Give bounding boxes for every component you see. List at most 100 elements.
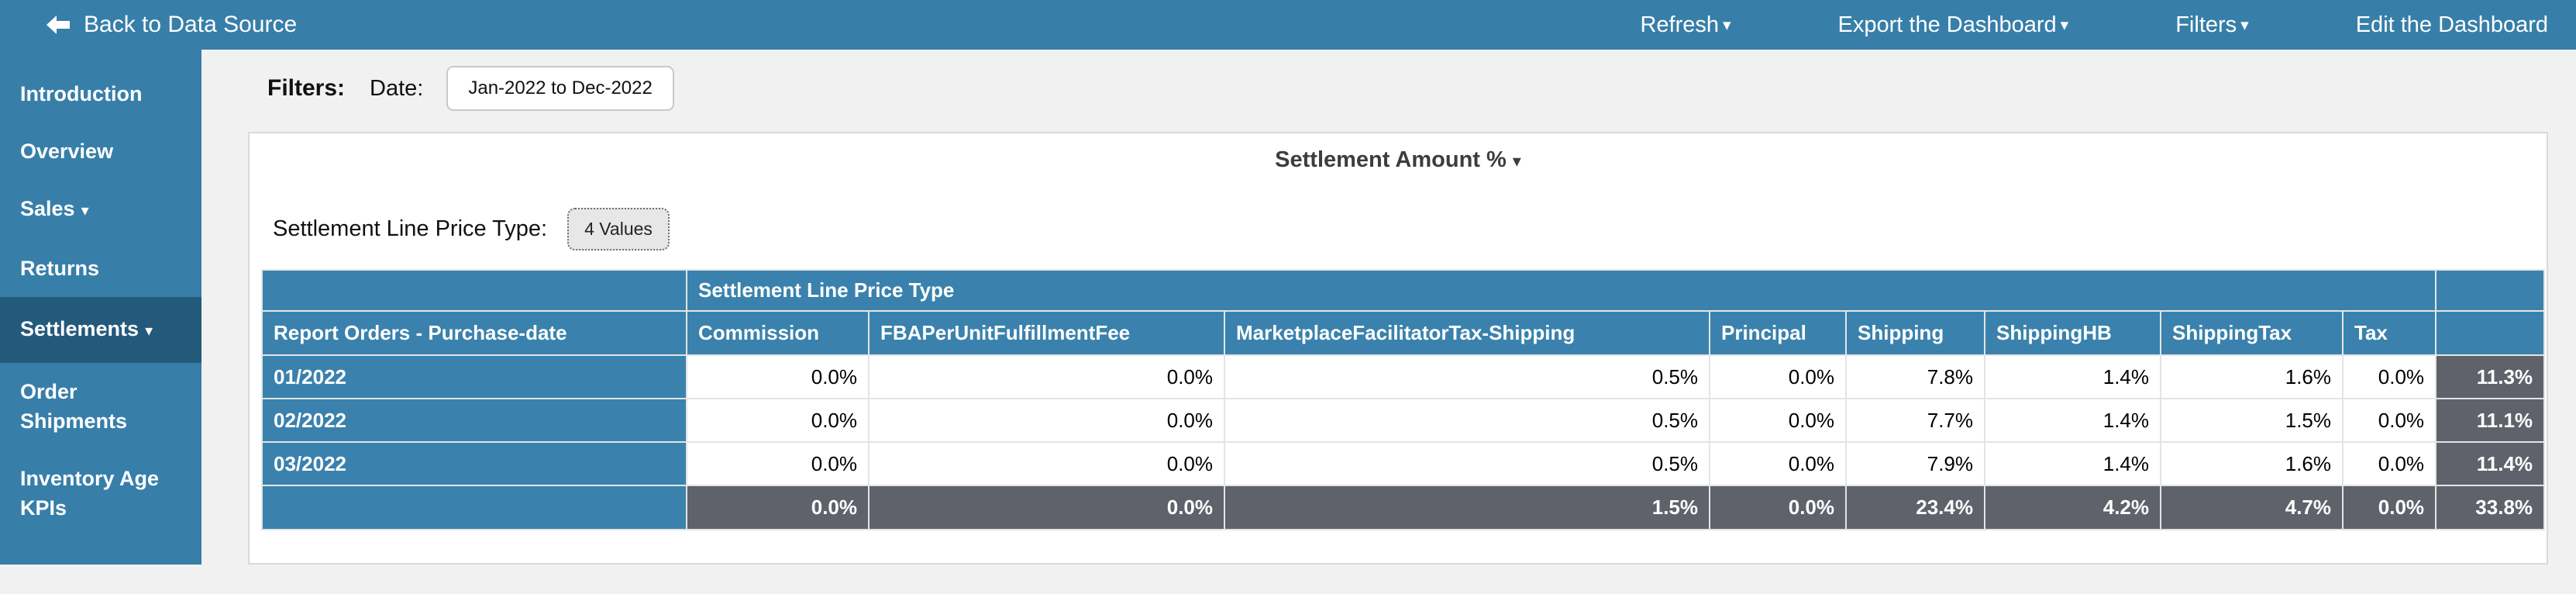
sidebar-item-label: Inventory Age KPIs [20, 467, 160, 520]
topbar-menu-label: Refresh [1640, 12, 1719, 37]
column-header-fbaperunitfulfillmentfee[interactable]: FBAPerUnitFulfillmentFee [868, 310, 1225, 356]
topbar-menu-label: Export the Dashboard [1837, 12, 2057, 37]
chevron-down-icon: ▾ [2060, 16, 2069, 34]
table-row-03-2022: 03/2022 0.0% 0.0% 0.5% 0.0% 7.9% 1.4% 1.6% 0.0% 1… [261, 441, 2546, 486]
row-total-cell-01-2022: 11.3% [2435, 354, 2546, 399]
table-row-01-2022: 01/2022 0.0% 0.0% 0.5% 0.0% 7.8% 1.4% 1.6% 0.0% 1… [261, 354, 2546, 399]
value-cell-02-2022-commission: 0.0% [686, 398, 870, 443]
value-cell-03-2022-shippinghb: 1.4% [1984, 441, 2161, 486]
value-cell-03-2022-principal: 0.0% [1709, 441, 1847, 486]
value-cell-03-2022-shippingtax: 1.6% [2160, 441, 2344, 486]
sidebar-item-label: Overview [20, 140, 114, 163]
row-header-01-2022[interactable]: 01/2022 [261, 354, 687, 399]
sidebar-item-introduction[interactable]: Introduction [0, 65, 201, 123]
topbar-menu-filters[interactable]: Filters ▾ [2175, 12, 2249, 38]
value-cell-02-2022-shippingtax: 1.5% [2160, 398, 2344, 443]
filters-bar: Filters: Date: Jan-2022 to Dec-2022 [267, 65, 674, 112]
sidebar-item-label: Settlements [20, 317, 139, 340]
table-row-02-2022: 02/2022 0.0% 0.0% 0.5% 0.0% 7.7% 1.4% 1.5% 0.0% 1… [261, 398, 2546, 443]
table-totals-row: 0.0% 0.0% 1.5% 0.0% 23.4% 4.2% 4.7% 0.0% 33.8% [261, 485, 2546, 530]
sidebar-navigation: Introduction Overview Sales ▾ Returns Settlem… [0, 50, 201, 565]
sidebar-item-order-shipments[interactable]: Order Shipments [0, 363, 201, 450]
sidebar-item-sales[interactable]: Sales ▾ [0, 180, 201, 240]
total-cell-shipping: 23.4% [1845, 485, 1985, 530]
column-header-shippingtax[interactable]: ShippingTax [2160, 310, 2344, 356]
value-cell-01-2022-marketplacefacilitatortax-shipping: 0.5% [1224, 354, 1710, 399]
column-header-shippinghb[interactable]: ShippingHB [1984, 310, 2161, 356]
row-header-02-2022[interactable]: 02/2022 [261, 398, 687, 443]
back-to-data-source-link[interactable]: Back to Data Source [45, 12, 297, 38]
row-total-cell-03-2022: 11.4% [2435, 441, 2546, 486]
topbar-menu-edit-the-dashboard[interactable]: Edit the Dashboard [2356, 12, 2548, 38]
grand-total-cell: 33.8% [2435, 485, 2546, 530]
topbar-menu-refresh[interactable]: Refresh ▾ [1640, 12, 1731, 38]
settlement-pivot-table: Settlement Line Price Type Report Orders … [261, 269, 2546, 530]
total-column-header [2435, 310, 2546, 356]
row-total-cell-02-2022: 11.1% [2435, 398, 2546, 443]
total-cell-fbaperunitfulfillmentfee: 0.0% [868, 485, 1225, 530]
total-cell-shippingtax: 4.7% [2160, 485, 2344, 530]
sidebar-item-settlements[interactable]: Settlements ▾ [0, 297, 201, 363]
totals-row-header-cell [261, 485, 687, 530]
top-navigation-bar: Back to Data Source Refresh ▾ Export the D… [0, 0, 2576, 50]
total-cell-shippinghb: 4.2% [1984, 485, 2161, 530]
value-cell-03-2022-marketplacefacilitatortax-shipping: 0.5% [1224, 441, 1710, 486]
filters-label: Filters: [267, 75, 346, 101]
value-cell-01-2022-shippingtax: 1.6% [2160, 354, 2344, 399]
value-cell-01-2022-commission: 0.0% [686, 354, 870, 399]
chevron-down-icon: ▾ [2240, 16, 2249, 34]
value-cell-03-2022-shipping: 7.9% [1845, 441, 1985, 486]
value-cell-01-2022-fbaperunitfulfillmentfee: 0.0% [868, 354, 1225, 399]
chevron-down-icon: ▾ [81, 202, 89, 219]
column-header-commission[interactable]: Commission [686, 310, 870, 356]
column-group-header: Settlement Line Price Type [685, 269, 2437, 312]
chevron-down-icon: ▾ [145, 323, 153, 340]
sidebar-item-label: Sales [20, 197, 75, 220]
topbar-menu-label: Edit the Dashboard [2355, 12, 2548, 37]
total-cell-principal: 0.0% [1709, 485, 1847, 530]
value-cell-02-2022-shipping: 7.7% [1845, 398, 1985, 443]
chevron-down-icon: ▾ [1512, 151, 1521, 171]
row-header-03-2022[interactable]: 03/2022 [261, 441, 687, 486]
sidebar-item-label: Order Shipments [20, 380, 128, 433]
widget-title: Settlement Amount % [1275, 147, 1507, 172]
total-cell-commission: 0.0% [686, 485, 870, 530]
value-cell-02-2022-principal: 0.0% [1709, 398, 1847, 443]
column-header-tax[interactable]: Tax [2341, 310, 2437, 356]
value-cell-01-2022-tax: 0.0% [2341, 354, 2437, 399]
back-label: Back to Data Source [84, 12, 298, 37]
total-column-corner-cell [2435, 269, 2546, 312]
value-cell-03-2022-fbaperunitfulfillmentfee: 0.0% [868, 441, 1225, 486]
value-cell-02-2022-shippinghb: 1.4% [1984, 398, 2161, 443]
value-cell-02-2022-tax: 0.0% [2341, 398, 2437, 443]
sidebar-item-inventory-age-kpis[interactable]: Inventory Age KPIs [0, 450, 201, 537]
topbar-menu: Refresh ▾ Export the Dashboard ▾ Filters ▾ Edi… [1640, 12, 2548, 38]
column-header-shipping[interactable]: Shipping [1845, 310, 1985, 356]
value-cell-01-2022-principal: 0.0% [1709, 354, 1847, 399]
sidebar-item-overview[interactable]: Overview [0, 123, 201, 180]
date-filter-label: Date: [370, 75, 424, 101]
sidebar-item-label: Introduction [20, 82, 143, 105]
widget-title-dropdown[interactable]: Settlement Amount % ▾ [250, 147, 2547, 173]
price-type-param-label: Settlement Line Price Type: [273, 216, 548, 241]
pivot-corner-cell [261, 269, 687, 312]
topbar-menu-export-the-dashboard[interactable]: Export the Dashboard ▾ [1838, 12, 2069, 38]
sidebar-item-returns[interactable]: Returns [0, 240, 201, 297]
value-cell-03-2022-tax: 0.0% [2341, 441, 2437, 486]
parameter-row: Settlement Line Price Type: 4 Values [273, 208, 670, 250]
value-cell-01-2022-shipping: 7.8% [1845, 354, 1985, 399]
total-cell-marketplacefacilitatortax-shipping: 1.5% [1224, 485, 1710, 530]
value-cell-02-2022-marketplacefacilitatortax-shipping: 0.5% [1224, 398, 1710, 443]
total-cell-tax: 0.0% [2341, 485, 2437, 530]
settlement-widget-panel: Settlement Amount % ▾ Settlement Line Pri… [248, 132, 2548, 565]
value-cell-02-2022-fbaperunitfulfillmentfee: 0.0% [868, 398, 1225, 443]
date-filter-button[interactable]: Jan-2022 to Dec-2022 [446, 66, 674, 111]
price-type-values-button[interactable]: 4 Values [567, 208, 670, 250]
value-cell-01-2022-shippinghb: 1.4% [1984, 354, 2161, 399]
back-arrow-icon [45, 15, 71, 35]
sidebar-item-label: Returns [20, 257, 100, 280]
value-cell-03-2022-commission: 0.0% [686, 441, 870, 486]
column-header-principal[interactable]: Principal [1709, 310, 1847, 356]
row-dimension-header[interactable]: Report Orders - Purchase-date [261, 310, 687, 356]
column-header-marketplacefacilitatortax-shipping[interactable]: MarketplaceFacilitatorTax-Shipping [1224, 310, 1710, 356]
